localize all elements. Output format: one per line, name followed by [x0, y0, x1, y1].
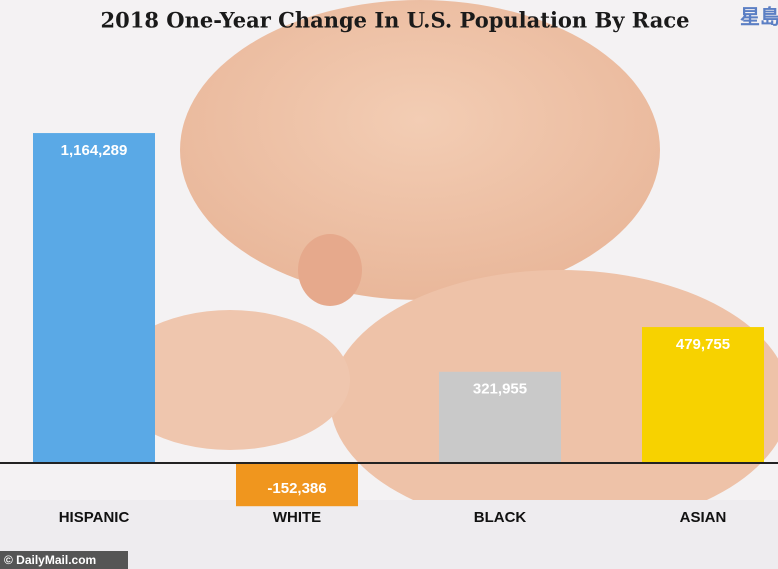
x-tick-label: HISPANIC	[59, 509, 130, 526]
photo-head	[180, 0, 660, 300]
source-box	[0, 551, 128, 569]
photo-ear	[298, 234, 362, 306]
bar	[439, 371, 561, 464]
value-label: 321,955	[473, 381, 527, 398]
x-tick-label: WHITE	[273, 509, 321, 526]
photo-sheet	[0, 500, 778, 569]
source: © DailyMail.com	[4, 553, 96, 567]
value-label: 479,755	[676, 336, 730, 353]
chart-title: 2018 One-Year Change In U.S. Population …	[101, 8, 690, 33]
bar	[236, 463, 358, 507]
photo-arm	[110, 310, 350, 450]
bar	[33, 133, 155, 464]
x-tick-label: BLACK	[474, 509, 527, 526]
value-label: 1,164,289	[61, 142, 128, 159]
value-label: -152,386	[267, 480, 326, 497]
x-tick-label: ASIAN	[680, 509, 727, 526]
logo: 星島	[740, 4, 778, 28]
bar	[642, 327, 764, 464]
